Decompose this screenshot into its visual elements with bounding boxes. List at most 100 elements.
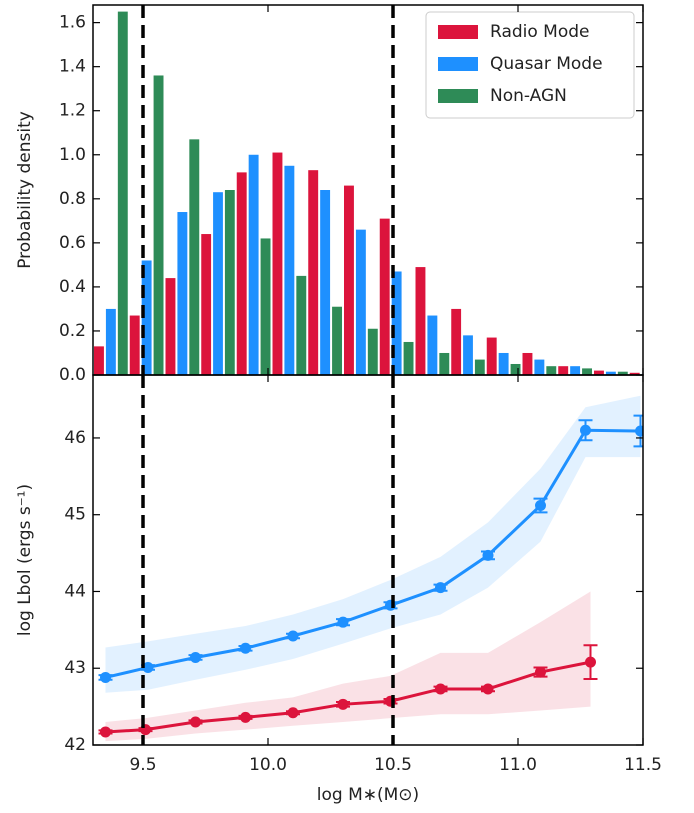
y-tick-label: 1.0: [59, 145, 86, 165]
bar: [332, 306, 342, 375]
point: [435, 683, 446, 695]
bar: [117, 11, 128, 375]
point: [535, 666, 546, 678]
y-tick-label: 45: [64, 505, 86, 525]
x-axis-label: log M∗(M⊙): [317, 785, 419, 805]
y-tick-label: 43: [64, 658, 86, 678]
bar: [558, 366, 569, 375]
bar: [498, 352, 509, 375]
bar: [451, 308, 462, 375]
point: [142, 661, 154, 673]
y-tick-label: 0.6: [59, 233, 86, 253]
point: [100, 671, 111, 683]
bar: [165, 278, 176, 375]
point: [287, 630, 299, 642]
bar: [344, 185, 354, 375]
x-tick-label: 10.0: [249, 755, 287, 775]
point: [337, 616, 349, 628]
bar: [236, 172, 247, 375]
bar: [355, 229, 366, 375]
bar: [403, 341, 414, 375]
bar: [570, 366, 581, 375]
bar: [463, 335, 473, 375]
bar: [654, 374, 664, 375]
bar: [629, 372, 640, 375]
bar: [427, 315, 438, 375]
point: [240, 711, 251, 723]
legend-label: Quasar Mode: [490, 54, 603, 74]
x-tick-label: 9.5: [129, 755, 156, 775]
point: [580, 424, 591, 436]
legend-label: Radio Mode: [490, 22, 590, 42]
y-tick-label: 44: [64, 581, 86, 601]
y-tick-label: 46: [64, 428, 86, 448]
y-tick-label: 42: [64, 735, 86, 755]
bar: [617, 371, 628, 375]
line-panel: [98, 375, 643, 745]
y-axis-label: log Lbol (ergs s⁻¹): [15, 484, 35, 636]
bar: [260, 238, 271, 375]
y-tick-label: 1.2: [59, 101, 86, 121]
point: [240, 642, 251, 654]
point: [100, 726, 111, 738]
bar: [534, 359, 545, 375]
point: [585, 656, 596, 668]
y-tick-label: 0.0: [59, 365, 86, 385]
bar: [141, 260, 152, 375]
bar: [439, 352, 450, 375]
bar: [391, 271, 402, 375]
point: [190, 716, 201, 728]
point: [482, 549, 494, 561]
point: [190, 651, 201, 663]
legend-swatch: [438, 25, 478, 39]
bar: [189, 139, 200, 375]
legend-swatch: [438, 89, 478, 103]
point: [482, 683, 494, 695]
bar: [582, 368, 592, 375]
bar: [129, 315, 140, 375]
bar: [415, 267, 426, 375]
point: [535, 499, 546, 511]
y-tick-label: 0.8: [59, 189, 86, 209]
point: [337, 698, 349, 710]
bar: [296, 275, 307, 375]
plot-frame: [92, 374, 644, 746]
x-tick-label: 11.0: [499, 755, 537, 775]
bar: [486, 337, 497, 375]
line: [105, 428, 641, 679]
bar: [153, 75, 164, 375]
x-tick-label: 11.5: [624, 755, 662, 775]
bar: [546, 366, 557, 375]
point: [635, 425, 643, 437]
y-tick-label: 1.4: [59, 57, 86, 77]
bar: [284, 165, 295, 375]
bar: [594, 370, 604, 375]
y-tick-label: 0.2: [59, 321, 86, 341]
bar: [510, 363, 521, 375]
bar: [379, 218, 390, 375]
point: [287, 707, 299, 719]
bar: [213, 192, 223, 375]
bar: [177, 212, 188, 375]
point: [435, 582, 446, 594]
y-tick-label: 1.6: [59, 13, 86, 33]
legend-label: Non-AGN: [490, 86, 567, 106]
bar: [224, 190, 235, 375]
bar: [367, 328, 378, 375]
bar: [522, 352, 533, 375]
y-tick-label: 0.4: [59, 277, 86, 297]
bar: [308, 170, 319, 375]
legend-swatch: [438, 57, 478, 71]
band: [105, 591, 591, 742]
bar: [320, 190, 331, 375]
x-tick-label: 10.5: [374, 755, 412, 775]
y-axis-label: Probability density: [15, 111, 35, 269]
bar: [474, 359, 485, 375]
bar: [94, 346, 104, 375]
bar: [272, 152, 283, 375]
histogram-panel: [94, 5, 664, 375]
bar: [605, 371, 616, 375]
axes: Radio Mode Quasar Mode Non-AGN 0.0 0.2 0.4 0.6…: [15, 4, 662, 805]
bar: [201, 234, 212, 375]
